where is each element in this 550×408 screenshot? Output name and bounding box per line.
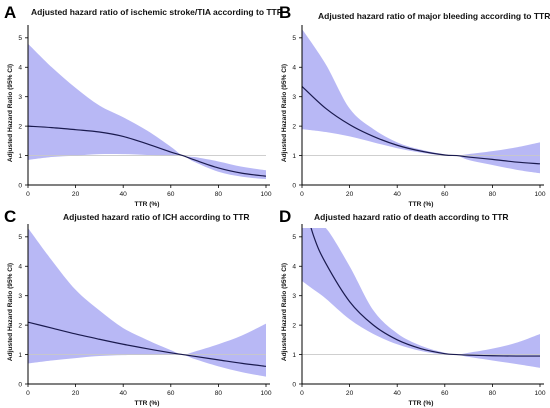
x-tick-label-b: 80 <box>489 191 497 198</box>
x-tick-label-b: 20 <box>346 191 354 198</box>
y-tick-label-d: 2 <box>292 322 296 329</box>
x-axis-label-d: TTR (%) <box>409 400 434 407</box>
y-tick-label-c: 2 <box>18 322 22 329</box>
x-tick-label-c: 60 <box>167 390 175 397</box>
x-tick-label-d: 60 <box>441 390 449 397</box>
y-tick-label-b: 0 <box>292 182 296 189</box>
x-tick-label-c: 40 <box>120 390 128 397</box>
x-axis-label-b: TTR (%) <box>409 201 434 208</box>
y-tick-label-b: 1 <box>292 153 296 160</box>
y-tick-label-d: 5 <box>292 234 296 241</box>
y-tick-label-a: 2 <box>18 123 22 130</box>
plot-area-a <box>28 43 266 180</box>
y-tick-label-c: 4 <box>18 264 22 271</box>
panel-letter-d: D <box>279 207 291 226</box>
y-tick-label-c: 3 <box>18 293 22 300</box>
ci-band-c <box>28 228 266 377</box>
ci-band-d <box>302 228 540 368</box>
panel-title-c: Adjusted hazard ratio of ICH according t… <box>63 212 250 222</box>
y-tick-label-c: 1 <box>18 352 22 359</box>
y-axis-label-d: Adjusted Hazard Ratio (95% CI) <box>281 263 288 361</box>
hr-line-b <box>302 85 540 165</box>
y-tick-label-a: 0 <box>18 182 22 189</box>
x-tick-label-a: 40 <box>120 191 128 198</box>
ci-band-b <box>302 29 540 174</box>
y-tick-label-c: 0 <box>18 381 22 388</box>
panel-b: B Adjusted hazard ratio of major bleedin… <box>279 3 550 208</box>
y-tick-label-a: 1 <box>18 153 22 160</box>
y-tick-label-d: 4 <box>292 264 296 271</box>
y-tick-label-a: 4 <box>18 65 22 72</box>
x-tick-label-b: 100 <box>534 191 545 198</box>
x-tick-label-a: 80 <box>215 191 223 198</box>
x-tick-label-d: 40 <box>394 390 402 397</box>
x-tick-label-a: 100 <box>260 191 271 198</box>
panel-a: A Adjusted hazard ratio of ischemic stro… <box>4 3 283 208</box>
y-tick-label-b: 3 <box>292 94 296 101</box>
hr-line-a <box>28 125 266 177</box>
panel-letter-c: C <box>4 207 16 226</box>
panel-c: C Adjusted hazard ratio of ICH according… <box>4 207 272 407</box>
plot-area-c <box>28 228 266 377</box>
panel-letter-b: B <box>279 3 291 22</box>
y-tick-label-a: 5 <box>18 35 22 42</box>
y-tick-label-c: 5 <box>18 234 22 241</box>
x-tick-label-b: 0 <box>300 191 304 198</box>
x-tick-label-b: 40 <box>394 191 402 198</box>
x-tick-label-a: 60 <box>167 191 175 198</box>
panel-d: D Adjusted hazard ratio of death accordi… <box>279 207 546 407</box>
y-tick-label-d: 1 <box>292 352 296 359</box>
hr-line-c <box>28 321 266 367</box>
plot-area-b <box>302 29 540 174</box>
x-tick-label-d: 80 <box>489 390 497 397</box>
y-axis-label-b: Adjusted Hazard Ratio (95% CI) <box>281 64 288 162</box>
y-tick-label-b: 5 <box>292 35 296 42</box>
ci-band-a <box>28 43 266 180</box>
y-tick-label-b: 4 <box>292 65 296 72</box>
y-tick-label-d: 3 <box>292 293 296 300</box>
x-tick-label-c: 20 <box>72 390 80 397</box>
x-tick-label-c: 100 <box>260 390 271 397</box>
plot-area-d <box>302 228 540 368</box>
x-tick-label-a: 0 <box>26 191 30 198</box>
x-tick-label-d: 0 <box>300 390 304 397</box>
panel-title-a: Adjusted hazard ratio of ischemic stroke… <box>31 7 283 17</box>
x-tick-label-d: 20 <box>346 390 354 397</box>
x-tick-label-a: 20 <box>72 191 80 198</box>
x-axis-label-a: TTR (%) <box>135 201 160 208</box>
x-tick-label-c: 0 <box>26 390 30 397</box>
y-tick-label-d: 0 <box>292 381 296 388</box>
y-axis-label-c: Adjusted Hazard Ratio (95% CI) <box>7 263 14 361</box>
hr-line-d <box>310 228 540 357</box>
y-axis-label-a: Adjusted Hazard Ratio (95% CI) <box>7 64 14 162</box>
x-tick-label-b: 60 <box>441 191 449 198</box>
x-tick-label-d: 100 <box>534 390 545 397</box>
x-tick-label-c: 80 <box>215 390 223 397</box>
panel-letter-a: A <box>4 3 16 22</box>
x-axis-label-c: TTR (%) <box>135 400 160 407</box>
panel-title-d: Adjusted hazard ratio of death according… <box>314 212 509 222</box>
y-tick-label-b: 2 <box>292 123 296 130</box>
panel-title-b: Adjusted hazard ratio of major bleeding … <box>318 11 550 21</box>
y-tick-label-a: 3 <box>18 94 22 101</box>
